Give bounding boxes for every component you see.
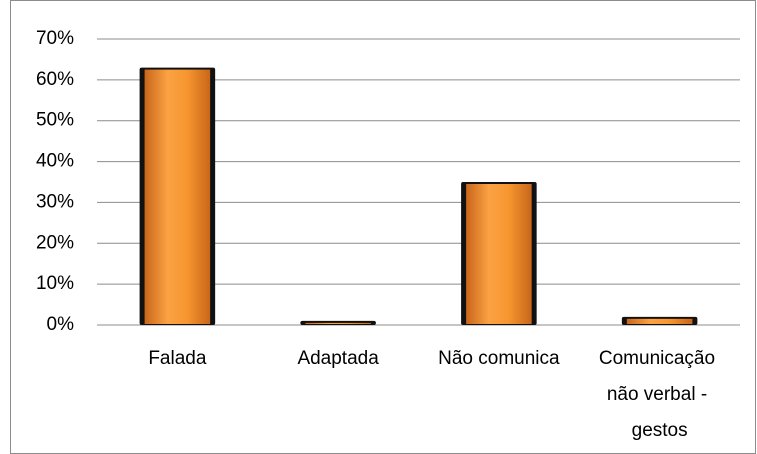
y-tick-label: 10% [36, 273, 74, 294]
x-tick-label: Adaptada [297, 348, 379, 369]
bar [300, 320, 376, 325]
y-tick-label: 20% [36, 232, 74, 253]
bar [461, 182, 537, 325]
bar [139, 67, 216, 325]
y-tick-label: 60% [36, 69, 74, 90]
x-tick-label: Não comunica [438, 348, 560, 369]
x-tick-label: Comunicação não verbal - gestos [599, 348, 720, 441]
x-tick-label: Falada [148, 348, 207, 369]
y-tick-label: 40% [36, 151, 74, 172]
y-tick-label: 50% [36, 110, 74, 131]
y-tick-label: 30% [36, 191, 74, 212]
bar [621, 316, 698, 325]
y-tick-label: 70% [36, 28, 74, 49]
y-tick-label: 0% [47, 314, 75, 335]
